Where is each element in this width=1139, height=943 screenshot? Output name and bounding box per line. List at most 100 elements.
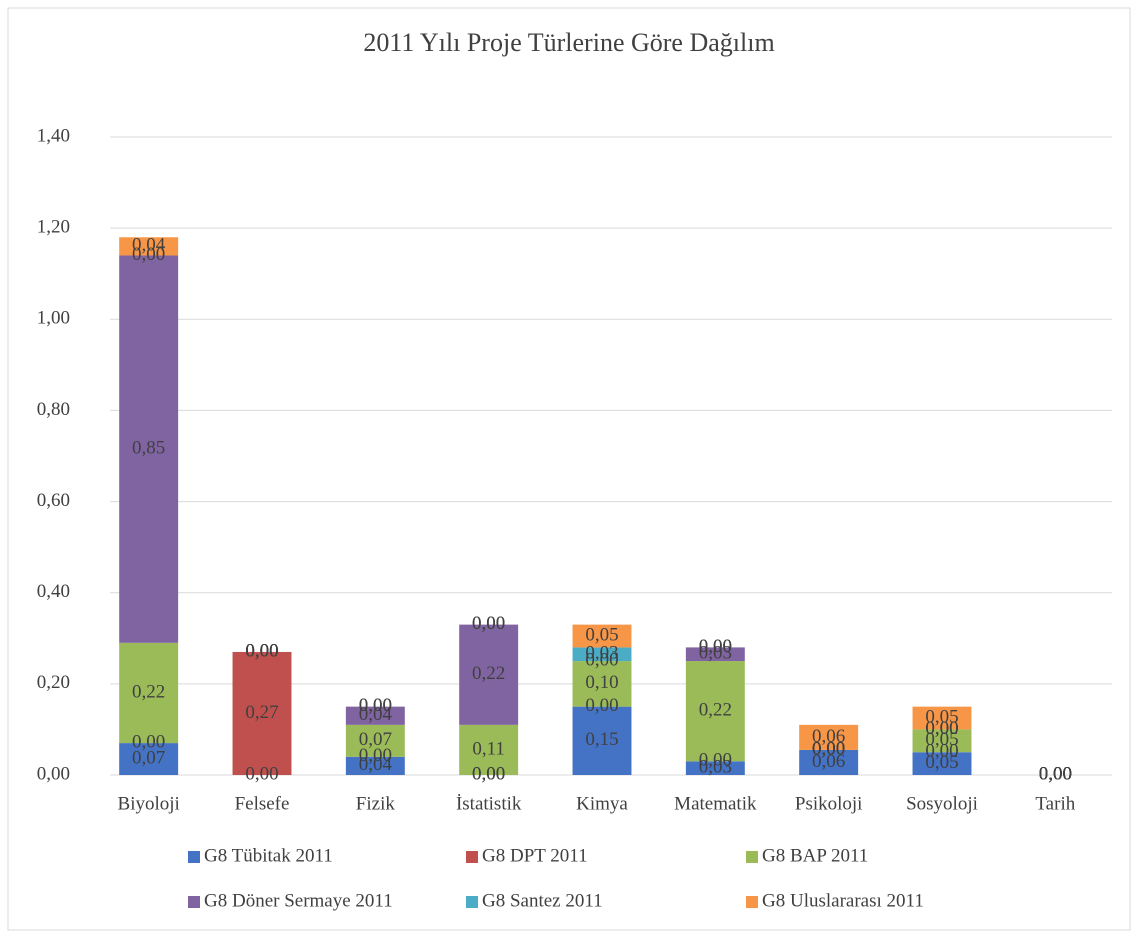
data-label: 0,00 [245,763,278,784]
data-label: 0,05 [925,752,958,773]
data-label: 0,85 [132,438,165,459]
bar-segment [232,651,292,775]
data-label: 0,04 [359,754,393,775]
legend-swatch [466,896,478,908]
data-label: 0,05 [925,729,958,750]
legend-label: G8 DPT 2011 [482,845,588,866]
x-tick-label: Kimya [576,793,628,814]
bar-segment [799,724,859,750]
legend-swatch [746,851,758,863]
bar-segment [685,661,745,762]
data-label: 0,11 [472,738,505,759]
bar-segment [345,756,405,775]
bar-segment [572,624,632,648]
bar-segment [119,642,179,744]
bar-segment [572,661,632,707]
data-label: 0,00 [472,613,505,634]
data-label: 0,00 [359,695,392,716]
legend-swatch [746,896,758,908]
bar-segment [912,752,972,775]
y-tick-label: 0,40 [37,581,70,602]
bar-segment [345,724,405,757]
data-label: 0,00 [359,745,392,766]
data-label: 0,03 [585,643,618,664]
data-label: 0,00 [812,738,845,759]
x-tick-label: Psikoloji [795,793,863,814]
data-label: 0,00 [245,640,278,661]
bar-segment [345,706,405,725]
legend-label: G8 Uluslararası 2011 [762,890,924,911]
bar-segment [119,237,179,256]
y-tick-label: 0,20 [37,672,70,693]
data-label: 0,00 [1039,763,1072,784]
x-tick-label: Matematik [674,793,757,814]
y-tick-label: 1,40 [37,125,70,146]
y-tick-label: 0,80 [37,399,70,420]
bar-segment [685,647,745,662]
data-label: 0,07 [359,729,392,750]
bar-segment [119,743,179,775]
y-tick-label: 1,00 [37,308,70,329]
data-label: 0,04 [132,235,166,256]
bar-segment [799,749,859,775]
legend-swatch [188,896,200,908]
legend-label: G8 Tübitak 2011 [204,845,333,866]
x-tick-label: Biyoloji [118,793,180,814]
data-label: 0,07 [132,747,165,768]
chart-title: 2011 Yılı Proje Türlerine Göre Dağılım [363,28,774,57]
data-label: 0,00 [699,750,732,771]
bar-segment [572,647,632,662]
data-label: 0,06 [812,751,845,772]
x-tick-label: Sosyoloji [906,793,978,814]
y-tick-label: 0,00 [37,763,70,784]
data-label: 0,22 [132,681,165,702]
data-label: 0,00 [1039,763,1072,784]
bar-segment [685,761,745,775]
data-label: 0,00 [132,244,165,265]
data-label: 0,00 [699,636,732,657]
data-label: 0,04 [359,704,393,725]
data-label: 0,15 [585,729,618,750]
data-label: 0,06 [812,726,845,747]
data-label: 0,05 [585,624,618,645]
legend-swatch [466,851,478,863]
legend-label: G8 Döner Sermaye 2011 [204,890,393,911]
data-label: 0,00 [245,640,278,661]
data-label: 0,05 [925,706,958,727]
bar-segment [912,729,972,753]
data-label: 0,00 [925,718,958,739]
legend-label: G8 Santez 2011 [482,890,603,911]
data-label: 0,00 [812,738,845,759]
data-label: 0,00 [132,731,165,752]
data-label: 0,00 [245,640,278,661]
data-label: 0,00 [812,738,845,759]
data-label: 0,03 [699,643,732,664]
legend-swatch [188,851,200,863]
data-label: 0,00 [699,636,732,657]
data-label: 0,00 [359,695,392,716]
data-label: 0,00 [1039,763,1072,784]
data-label: 0,00 [472,763,505,784]
data-label: 0,00 [925,741,958,762]
data-label: 0,00 [472,763,505,784]
x-tick-label: Felsefe [235,793,290,814]
data-label: 0,03 [699,757,732,778]
bar-segment [459,724,519,775]
data-label: 0,22 [472,663,505,684]
data-label: 0,00 [925,718,958,739]
data-label: 0,10 [585,672,618,693]
data-label: 0,27 [245,702,278,723]
data-label: 0,00 [1039,763,1072,784]
legend-label: G8 BAP 2011 [762,845,868,866]
chart-border [7,7,1131,931]
bar-segment [912,706,972,730]
bar-segment [459,624,519,725]
y-tick-label: 0,60 [37,490,70,511]
data-label: 0,00 [585,649,618,670]
data-label: 0,00 [1039,763,1072,784]
x-tick-label: Fizik [356,793,396,814]
data-label: 0,00 [472,613,505,634]
bar-segment [119,255,179,643]
x-tick-label: Tarih [1035,793,1075,814]
